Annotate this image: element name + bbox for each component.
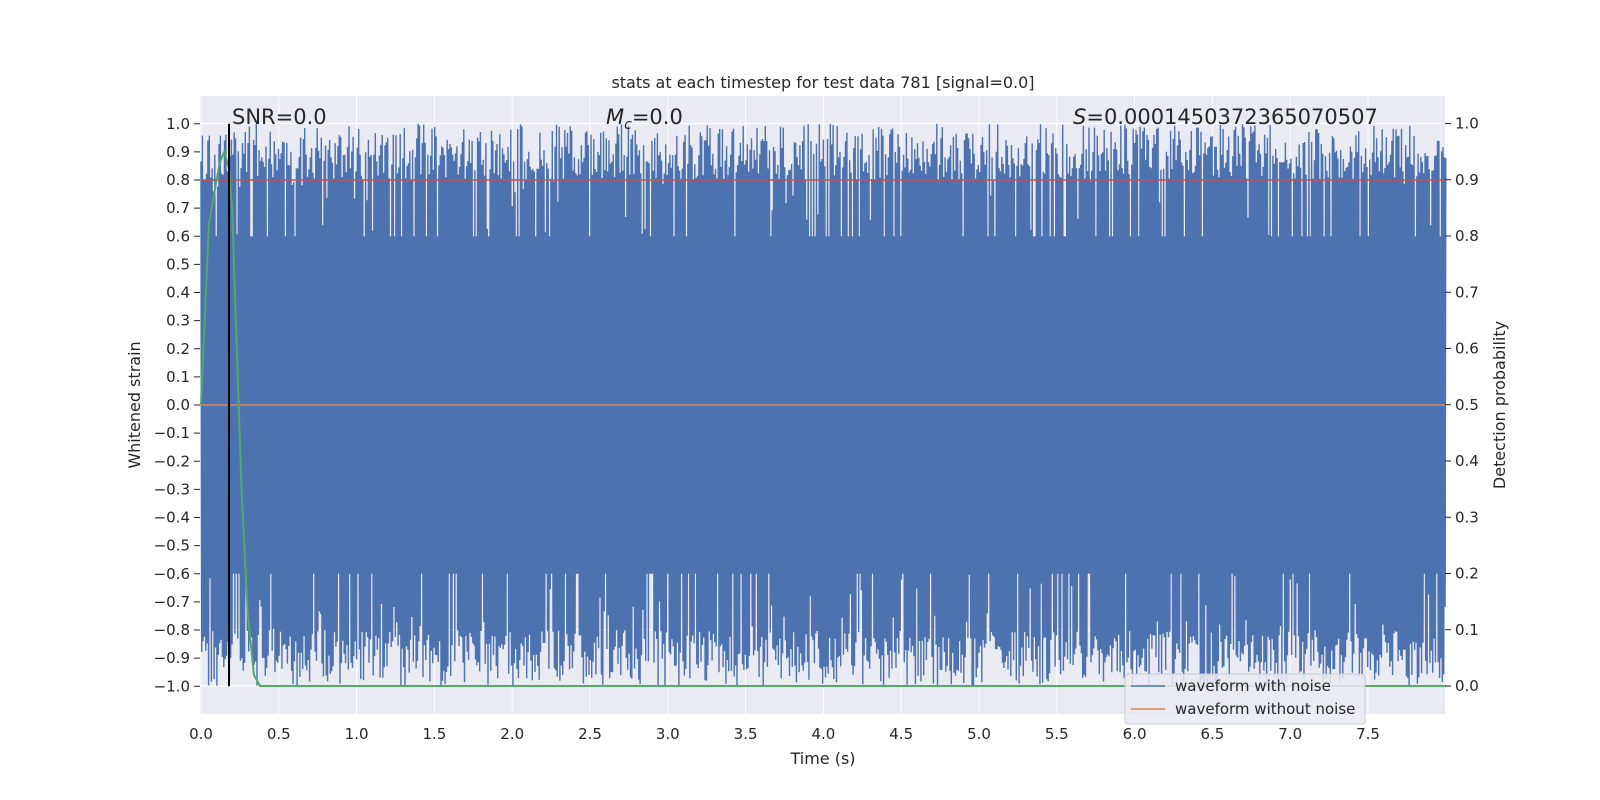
- y-left-tick-label: −0.2: [154, 452, 190, 470]
- y-axis-label-left: Whitened strain: [125, 341, 144, 468]
- series: [200, 123, 1447, 687]
- y-right-tick-label: 0.7: [1455, 283, 1479, 301]
- y-right-tick-label: 0.6: [1455, 340, 1479, 358]
- y-right-tick-label: 0.1: [1455, 621, 1479, 639]
- y-left-tick-label: 0.8: [166, 171, 190, 189]
- y-right-tick-label: 0.2: [1455, 565, 1479, 583]
- y-right-tick-label: 0.8: [1455, 227, 1479, 245]
- y-left-tick-label: −0.9: [154, 649, 190, 667]
- y-left-tick-label: 0.5: [166, 255, 190, 273]
- y-left-tick-label: −0.4: [154, 509, 190, 527]
- y-right-tick-label: 0.0: [1455, 677, 1479, 695]
- y-left-tick-label: −0.8: [154, 621, 190, 639]
- mc-subscript: c: [624, 117, 632, 133]
- y-left-tick-label: 0.7: [166, 199, 190, 217]
- y-left-tick-label: 1.0: [166, 115, 190, 133]
- x-tick-label: 5.5: [1045, 725, 1069, 743]
- y-left-tick-label: −0.5: [154, 537, 190, 555]
- y-left-tick-label: −1.0: [154, 677, 190, 695]
- y-left-tick-label: 0.1: [166, 368, 190, 386]
- y-left-tick-label: −0.1: [154, 424, 190, 442]
- y-left-tick-label: 0.4: [166, 284, 190, 302]
- snr-annotation: SNR=0.0: [232, 105, 327, 129]
- x-tick-label: 6.0: [1123, 725, 1147, 743]
- y-right-tick-label: 0.4: [1455, 452, 1479, 470]
- chart-title: stats at each timestep for test data 781…: [611, 73, 1034, 92]
- ticks: 0.0 0.5 1.0 1.5 2.0 2.5 3.0 3.5 4.0 4.5 5.0 5.5 6.0 6…: [154, 115, 1479, 744]
- y-left-tick-label: 0.6: [166, 227, 190, 245]
- legend: waveform with noise waveform without noi…: [1124, 673, 1366, 725]
- x-tick-label: 4.0: [811, 725, 835, 743]
- x-tick-label: 3.5: [734, 725, 758, 743]
- y-left-tick-label: 0.3: [166, 312, 190, 330]
- y-right-tick-label: 0.9: [1455, 171, 1479, 189]
- y-left-tick-label: −0.3: [154, 480, 190, 498]
- y-left-tick-label: −0.6: [154, 565, 190, 583]
- s-value: =0.0001450372365070507: [1086, 105, 1378, 129]
- x-tick-label: 7.0: [1278, 725, 1302, 743]
- series-waveform-with-noise: [200, 123, 1447, 687]
- legend-box: [1124, 673, 1366, 725]
- y-right-tick-label: 0.3: [1455, 508, 1479, 526]
- y-axis-label-right: Detection probability: [1490, 321, 1509, 489]
- y-left-tick-label: −0.7: [154, 593, 190, 611]
- x-tick-label: 1.5: [422, 725, 446, 743]
- y-right-tick-label: 0.5: [1455, 396, 1479, 414]
- x-tick-label: 5.0: [967, 725, 991, 743]
- x-axis-label: Time (s): [789, 749, 855, 768]
- x-tick-label: 0.5: [267, 725, 291, 743]
- legend-label-noise: waveform with noise: [1175, 677, 1331, 695]
- x-tick-label: 0.0: [189, 725, 213, 743]
- x-tick-label: 4.5: [889, 725, 913, 743]
- x-tick-label: 2.5: [578, 725, 602, 743]
- mc-symbol: M: [606, 105, 624, 129]
- s-symbol: S: [1073, 105, 1086, 129]
- x-tick-label: 3.0: [656, 725, 680, 743]
- y-left-tick-label: 0.9: [166, 143, 190, 161]
- y-right-tick-label: 1.0: [1455, 115, 1479, 133]
- legend-label-clean: waveform without noise: [1175, 700, 1355, 718]
- s-annotation: S=0.0001450372365070507: [1073, 105, 1378, 129]
- x-tick-label: 6.5: [1200, 725, 1224, 743]
- mc-value: =0.0: [632, 105, 683, 129]
- series-detection-probability: [200, 148, 1446, 687]
- x-tick-label: 7.5: [1356, 725, 1380, 743]
- x-tick-label: 1.0: [345, 725, 369, 743]
- y-left-tick-label: 0.2: [166, 340, 190, 358]
- x-tick-label: 2.0: [500, 725, 524, 743]
- mc-annotation: Mc=0.0: [606, 105, 683, 133]
- y-left-tick-label: 0.0: [166, 396, 190, 414]
